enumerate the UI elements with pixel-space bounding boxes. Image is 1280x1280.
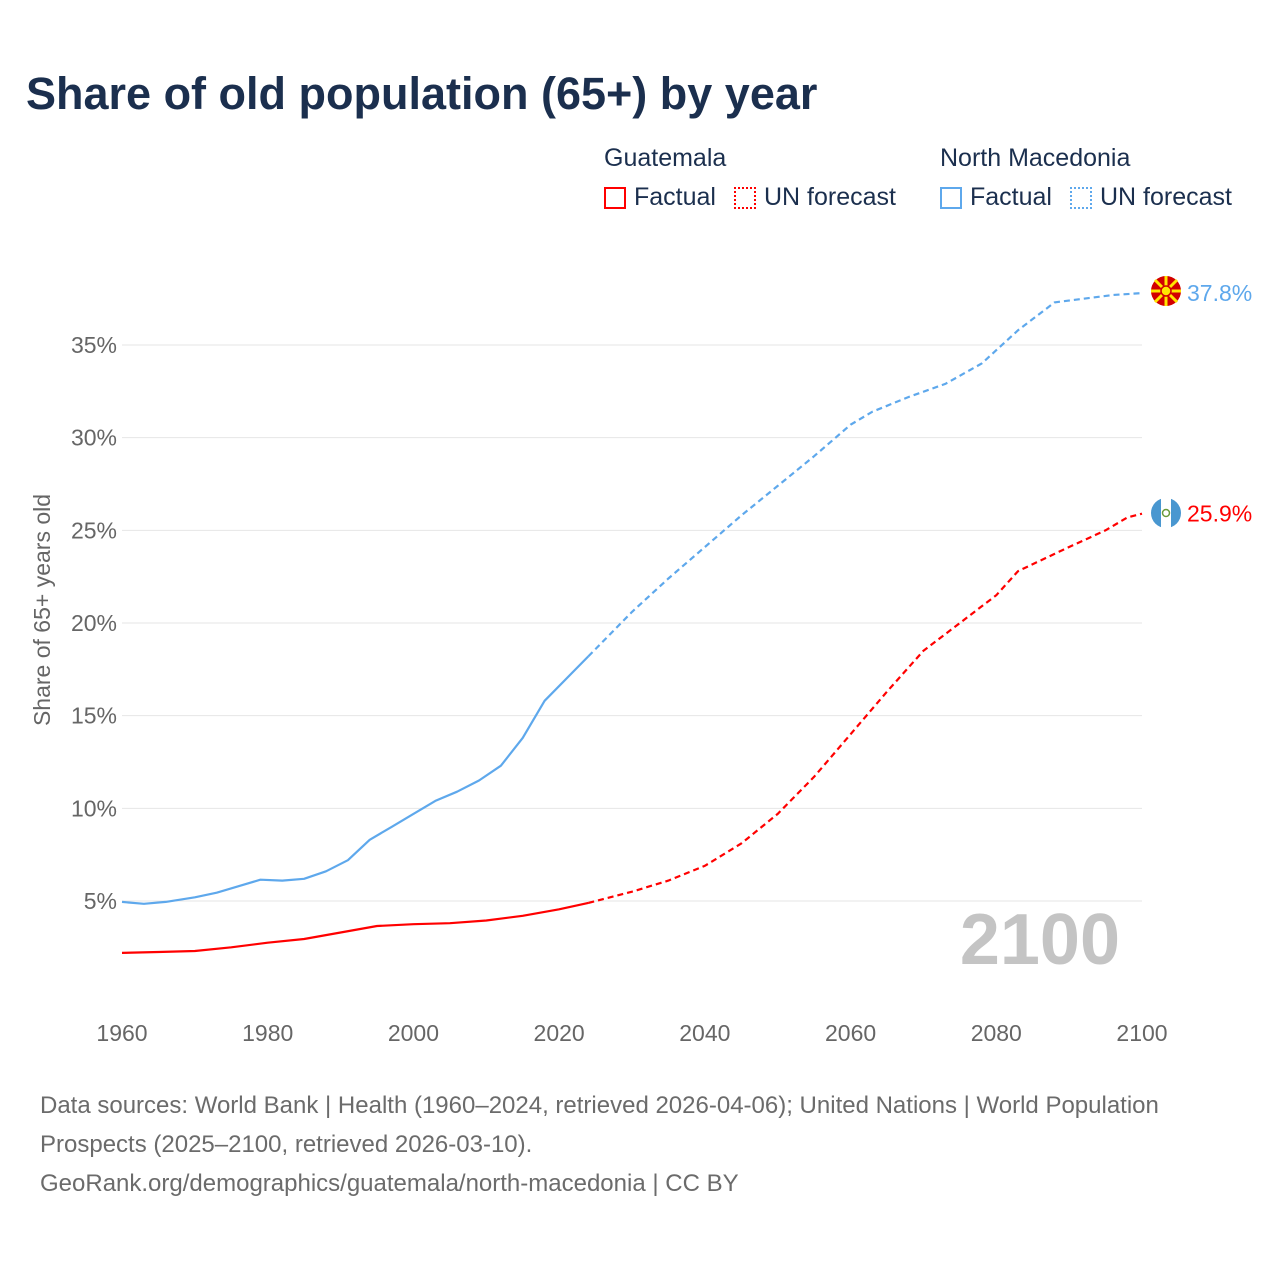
legend-heading: Guatemala	[604, 144, 727, 172]
y-tick-label: 25%	[71, 517, 117, 543]
x-tick-label: 2020	[534, 1020, 585, 1046]
flag-north-macedonia-icon	[1151, 276, 1181, 306]
x-tick-label: 1960	[96, 1020, 147, 1046]
legend-item-factual[interactable]: Factual	[940, 183, 1052, 212]
year-watermark: 2100	[960, 900, 1120, 980]
legend-item-forecast[interactable]: UN forecast	[1069, 183, 1232, 212]
line-forecast-north-macedonia	[587, 292, 1143, 658]
legend-item-factual[interactable]: Factual	[604, 183, 716, 212]
chart-title: Share of old population (65+) by year	[26, 68, 818, 119]
x-tick-label: 1980	[242, 1020, 293, 1046]
flag-guatemala-icon	[1151, 498, 1181, 528]
x-tick-label: 2080	[971, 1020, 1022, 1046]
data-sources: Data sources: World Bank | Health (1960–…	[40, 1092, 1159, 1158]
legend-heading: North Macedonia	[940, 144, 1131, 172]
line-chart: 5% 10% 15% 20% 25% 30% 35% 1960 1980 2000 2020 2040…	[29, 276, 1252, 1046]
line-factual-north-macedonia	[121, 655, 590, 905]
x-tick-label: 2060	[825, 1020, 876, 1046]
end-label-guatemala: 25.9%	[1187, 501, 1252, 527]
y-tick-label: 5%	[84, 888, 117, 914]
y-tick-label: 35%	[71, 332, 117, 358]
legend-label: UN forecast	[763, 183, 896, 211]
legend-group-guatemala: Guatemala Factual UN forecast	[604, 144, 914, 212]
footer: Data sources: World Bank | Health (1960–…	[40, 1086, 1160, 1203]
y-tick-label: 20%	[71, 610, 117, 636]
x-tick-label: 2000	[388, 1020, 439, 1046]
x-tick-label: 2040	[679, 1020, 730, 1046]
line-factual-guatemala	[121, 901, 589, 954]
credit-link[interactable]: GeoRank.org/demographics/guatemala/north…	[40, 1170, 739, 1197]
legend-swatch-solid	[940, 186, 962, 209]
legend-label: Factual	[634, 183, 716, 211]
y-axis-label: Share of 65+ years old	[29, 494, 55, 726]
y-tick-label: 10%	[71, 795, 117, 821]
legend-swatch-dotted	[733, 186, 756, 209]
legend-label: Factual	[970, 183, 1052, 211]
end-label-north-macedonia: 37.8%	[1187, 280, 1252, 306]
y-tick-label: 30%	[71, 425, 117, 451]
legend-group-north-macedonia: North Macedonia Factual UN forecast	[940, 144, 1250, 212]
legend-swatch-dotted	[1069, 186, 1092, 209]
y-tick-label: 15%	[71, 703, 117, 729]
line-forecast-guatemala	[588, 512, 1143, 904]
legend-label: UN forecast	[1099, 183, 1232, 211]
legend-swatch-solid	[604, 186, 626, 209]
x-tick-label: 2100	[1116, 1020, 1167, 1046]
legend-item-forecast[interactable]: UN forecast	[733, 183, 896, 212]
